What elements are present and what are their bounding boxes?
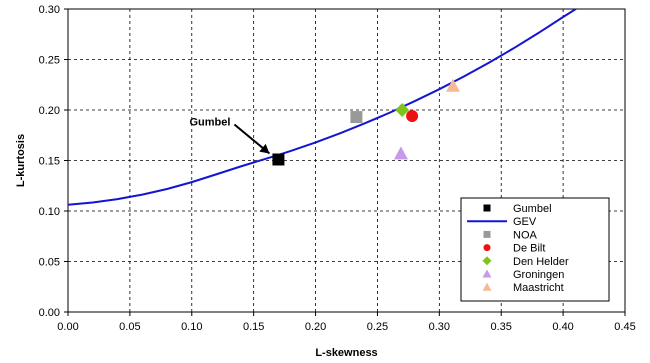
y-tick-label: 0.05 (39, 257, 60, 269)
x-tick-label: 0.10 (181, 321, 202, 333)
x-tick-label: 0.00 (57, 321, 78, 333)
x-axis-title: L-skewness (315, 347, 377, 359)
gev-line (68, 9, 578, 206)
x-tick-label: 0.15 (243, 321, 264, 333)
x-tick-label: 0.35 (491, 321, 512, 333)
den-helder-point (395, 103, 410, 117)
x-tick-label: 0.30 (429, 321, 450, 333)
x-tick-label: 0.20 (305, 321, 326, 333)
y-tick-label: 0.10 (39, 206, 60, 218)
y-tick-label: 0.20 (39, 105, 60, 117)
annotation-label: Gumbel (189, 116, 230, 128)
axes: 0.00 0.05 0.10 0.15 0.20 0.25 0.30 0.35 0.40 0.45… (39, 4, 636, 333)
gumbel-point (272, 153, 285, 166)
legend-swatch-de-bilt (483, 244, 491, 252)
noa-point (350, 111, 363, 124)
legend-swatch-maastricht (482, 282, 492, 291)
y-tick-label: 0.15 (39, 156, 60, 168)
x-tick-label: 0.05 (119, 321, 140, 333)
grid (67, 8, 626, 313)
maastricht-point (445, 78, 460, 92)
legend-label-maastricht: Maastricht (513, 282, 564, 294)
legend-swatch-den-helder (482, 256, 492, 266)
y-tick-label: 0.00 (39, 307, 60, 319)
groningen-point (393, 146, 408, 160)
legend-label-den-helder: Den Helder (513, 256, 569, 268)
y-tick-label: 0.30 (39, 4, 60, 16)
x-tick-label: 0.45 (614, 321, 635, 333)
legend-swatch-noa (483, 230, 491, 238)
legend-label-gev: GEV (513, 216, 537, 228)
de-bilt-point (406, 110, 419, 123)
y-axis-title: L-kurtosis (15, 134, 27, 187)
x-tick-label: 0.40 (552, 321, 573, 333)
legend-label-noa: NOA (513, 229, 538, 241)
y-tick-label: 0.25 (39, 55, 60, 67)
legend-label-gumbel: Gumbel (513, 203, 552, 215)
plot-area: Gumbel (68, 9, 578, 206)
legend-swatch-groningen (482, 269, 492, 278)
annotation-arrowhead (259, 143, 270, 154)
x-tick-label: 0.25 (367, 321, 388, 333)
legend-swatch-gumbel (483, 204, 491, 212)
legend-label-groningen: Groningen (513, 269, 564, 281)
legend-label-de-bilt: De Bilt (513, 243, 545, 255)
